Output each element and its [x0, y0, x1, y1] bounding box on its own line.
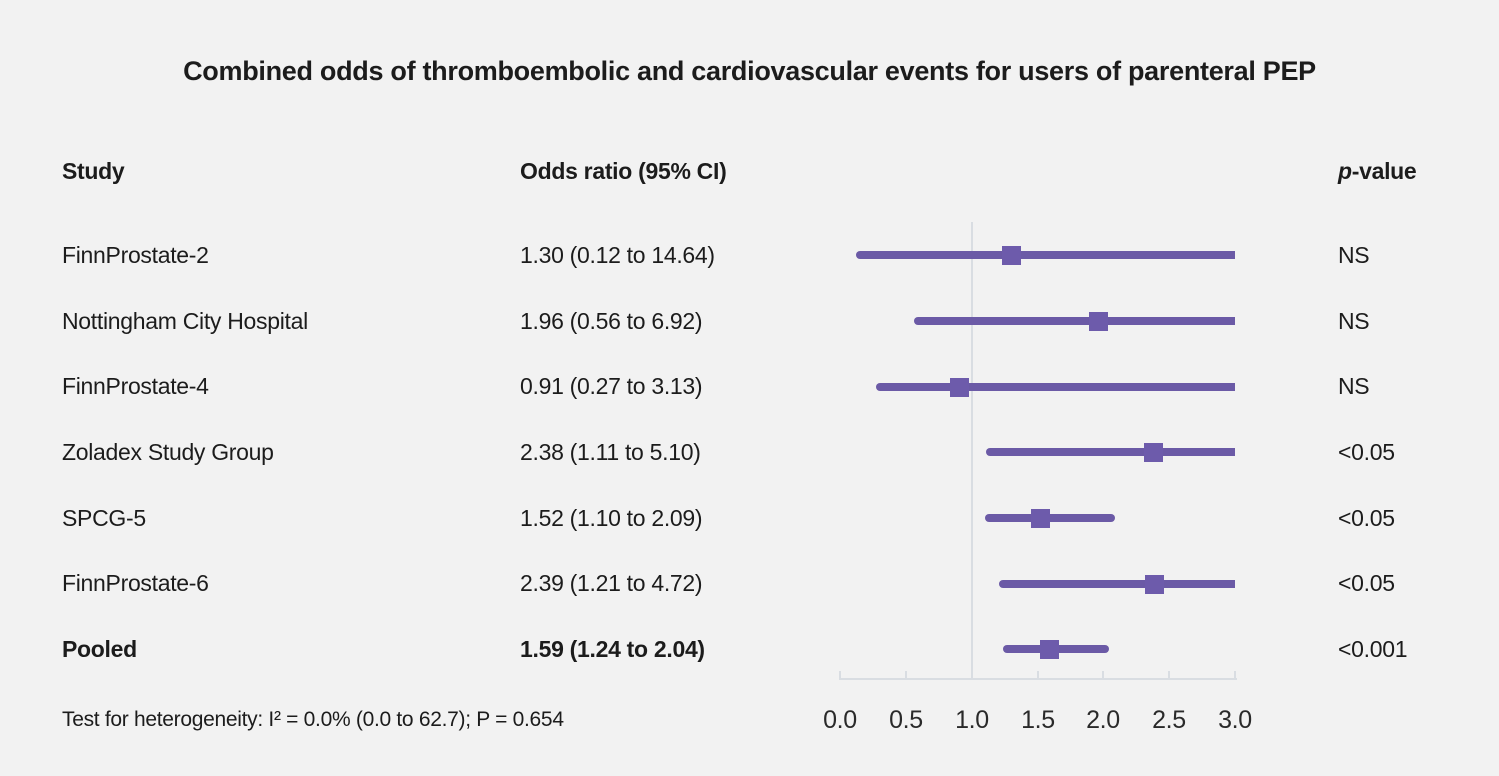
x-axis-tick-label: 1.0	[955, 706, 989, 734]
x-axis-tick-label: 3.0	[1218, 706, 1252, 734]
pvalue-header-italic-p: p	[1338, 158, 1352, 184]
odds-ratio-value: 1.52 (1.10 to 2.09)	[520, 505, 703, 531]
study-label: SPCG-5	[62, 505, 146, 531]
study-label: Nottingham City Hospital	[62, 308, 308, 334]
x-axis-tick	[1168, 671, 1170, 678]
odds-ratio-value: 2.38 (1.11 to 5.10)	[520, 439, 701, 465]
chart-title: Combined odds of thromboembolic and card…	[183, 56, 1316, 86]
pvalue: NS	[1338, 373, 1370, 399]
x-axis-tick-label: 2.5	[1152, 706, 1186, 734]
pvalue: <0.05	[1338, 505, 1395, 531]
table-row-pooled: Pooled 1.59 (1.24 to 2.04) <0.001	[0, 634, 1499, 664]
study-label: FinnProstate-2	[62, 242, 209, 268]
study-label: Zoladex Study Group	[62, 439, 274, 465]
study-label: FinnProstate-4	[62, 373, 209, 399]
column-header-odds-ratio: Odds ratio (95% CI)	[520, 158, 727, 184]
x-axis-tick	[905, 671, 907, 678]
pvalue: <0.05	[1338, 439, 1395, 465]
x-axis-tick	[971, 671, 973, 678]
x-axis-tick-label: 0.5	[889, 706, 923, 734]
study-label: Pooled	[62, 636, 137, 662]
pvalue: NS	[1338, 308, 1370, 334]
column-header-study: Study	[62, 158, 125, 184]
x-axis-tick	[1234, 671, 1236, 678]
x-axis-tick	[1037, 671, 1039, 678]
odds-ratio-value: 1.30 (0.12 to 14.64)	[520, 242, 715, 268]
odds-ratio-value: 0.91 (0.27 to 3.13)	[520, 373, 703, 399]
table-row: SPCG-5 1.52 (1.10 to 2.09) <0.05	[0, 503, 1499, 533]
x-axis-tick-label: 2.0	[1086, 706, 1120, 734]
pvalue: <0.05	[1338, 570, 1395, 596]
pvalue-header-rest: -value	[1351, 158, 1417, 184]
x-axis-tick	[1102, 671, 1104, 678]
x-axis-tick-label: 1.5	[1021, 706, 1055, 734]
heterogeneity-note: Test for heterogeneity: I² = 0.0% (0.0 t…	[62, 708, 564, 731]
pvalue: NS	[1338, 242, 1370, 268]
odds-ratio-value: 2.39 (1.21 to 4.72)	[520, 570, 703, 596]
study-label: FinnProstate-6	[62, 570, 209, 596]
table-row: FinnProstate-6 2.39 (1.21 to 4.72) <0.05	[0, 568, 1499, 598]
x-axis-tick-label: 0.0	[823, 706, 857, 734]
table-row: FinnProstate-4 0.91 (0.27 to 3.13) NS	[0, 371, 1499, 401]
odds-ratio-value: 1.59 (1.24 to 2.04)	[520, 636, 705, 662]
table-row: Zoladex Study Group 2.38 (1.11 to 5.10) …	[0, 437, 1499, 467]
odds-ratio-value: 1.96 (0.56 to 6.92)	[520, 308, 703, 334]
pvalue: <0.001	[1338, 636, 1408, 662]
column-header-pvalue: p-value	[1338, 156, 1417, 186]
table-row: Nottingham City Hospital 1.96 (0.56 to 6…	[0, 306, 1499, 336]
table-row: FinnProstate-2 1.30 (0.12 to 14.64) NS	[0, 240, 1499, 270]
x-axis-tick	[839, 671, 841, 678]
x-axis-line	[839, 678, 1237, 680]
